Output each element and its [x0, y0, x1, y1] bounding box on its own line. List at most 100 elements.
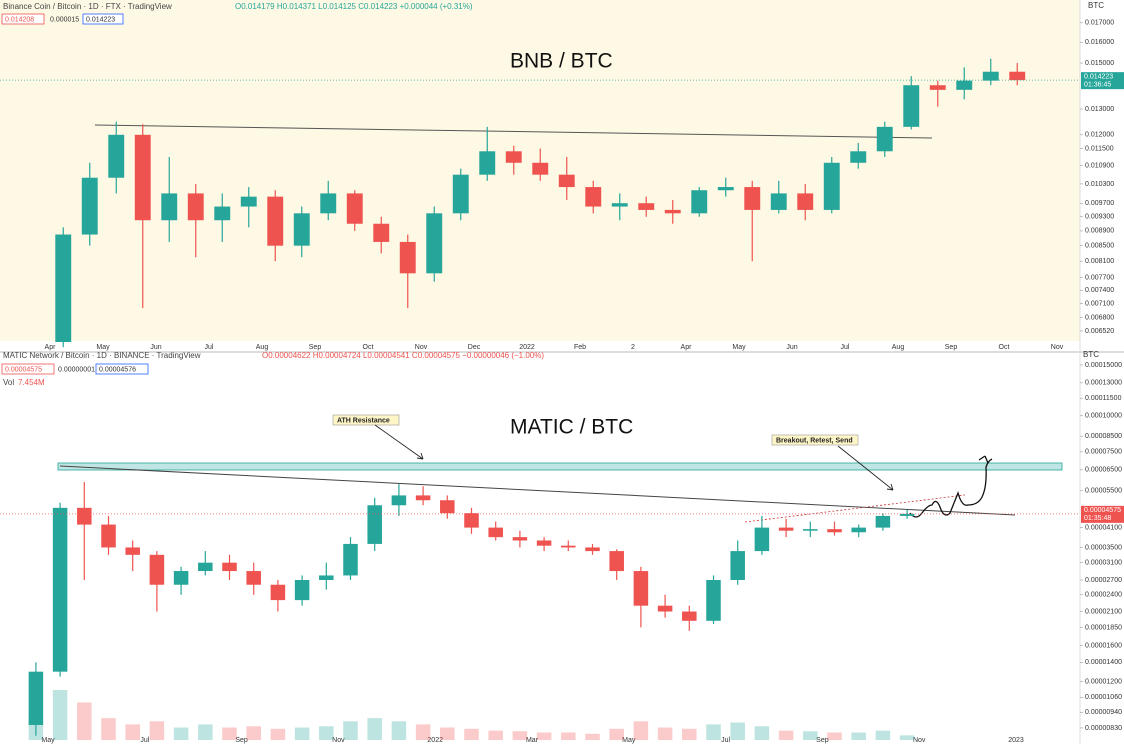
top-price-axis-bg	[1080, 0, 1124, 352]
bottom-header: MATIC Network / Bitcoin · 1D · BINANCE ·…	[3, 351, 201, 360]
candle-body	[479, 151, 496, 175]
arrow-head	[886, 483, 894, 491]
x-tick-label: 2022	[427, 737, 443, 744]
y-tick-label: 0.008900	[1085, 228, 1114, 235]
candle-body	[956, 80, 973, 90]
x-tick-label: Sep	[235, 737, 248, 744]
candle-body	[391, 495, 407, 506]
top-header: Binance Coin / Bitcoin · 1D · FTX · Trad…	[3, 2, 172, 11]
candle-body	[214, 206, 231, 221]
annotation: Breakout, Retest, Send	[776, 437, 853, 444]
candle-body	[134, 134, 151, 221]
arrow-head	[978, 455, 989, 464]
x-tick-label: Feb	[574, 344, 586, 351]
x-tick-label: Sep	[816, 737, 829, 744]
candle-body	[770, 193, 787, 210]
y-tick-label: 0.00007500	[1085, 449, 1122, 456]
candle-body	[426, 213, 443, 274]
y-tick-label: 0.00001600	[1085, 642, 1122, 649]
y-tick-label: 0.011500	[1085, 145, 1114, 152]
candle-body	[754, 527, 770, 552]
candle-body	[609, 551, 624, 572]
x-tick-label: Jul	[841, 344, 850, 351]
candle-body	[319, 575, 334, 581]
volume-bar	[294, 727, 310, 740]
annotation-box	[771, 434, 859, 446]
candle-body	[373, 223, 390, 242]
x-tick-label: Nov	[913, 737, 926, 744]
y-tick-label: 0.00002400	[1085, 592, 1122, 599]
candle-body	[488, 527, 503, 538]
volume-bar	[609, 728, 624, 740]
candle-body	[440, 500, 455, 514]
volume-bar	[657, 727, 673, 740]
y-tick-label: 0.013000	[1085, 106, 1114, 113]
legend-box	[95, 363, 149, 375]
candle-body	[536, 540, 552, 546]
y-tick-label: 0.00001060	[1085, 694, 1122, 701]
y-tick-label: 0.012000	[1085, 132, 1114, 139]
arrow-head	[416, 452, 424, 460]
candle-body	[267, 196, 284, 246]
y-tick-label: 0.009700	[1085, 200, 1114, 207]
volume-bar	[319, 726, 334, 740]
candle-body	[367, 505, 382, 544]
volume-bar	[270, 728, 286, 740]
candle-body	[850, 151, 867, 163]
candle-body	[657, 605, 673, 612]
y-tick-label: 0.00003100	[1085, 560, 1122, 567]
bottom-ohlc: O0.00004622 H0.00004724 L0.00004541 C0.0…	[262, 351, 544, 360]
x-tick-label: Nov	[332, 737, 345, 744]
chart-title: MATIC / BTC	[510, 416, 633, 439]
y-tick-label: 0.007400	[1085, 287, 1114, 294]
volume-bar	[173, 727, 189, 740]
candle-body	[903, 85, 920, 127]
candle-body	[982, 71, 999, 81]
x-tick-label: Sep	[309, 344, 322, 351]
candle-body	[585, 187, 602, 207]
y-tick-label: 0.00000940	[1085, 709, 1122, 716]
candle-body	[415, 495, 431, 501]
volume-bar	[730, 722, 745, 740]
candle-body	[929, 85, 946, 90]
volume-bar	[343, 721, 358, 740]
y-tick-label: 0.007100	[1085, 300, 1114, 307]
candle-body	[81, 177, 98, 235]
candle-body	[294, 580, 310, 601]
volume-bar	[803, 731, 818, 740]
x-tick-label: Mar	[526, 737, 539, 744]
y-tick-label: 0.006800	[1085, 314, 1114, 321]
candle-body	[706, 580, 721, 621]
candle-body	[611, 203, 628, 207]
candle-body	[505, 151, 522, 163]
volume-bar	[464, 728, 479, 740]
x-tick-label: 2023	[1008, 737, 1024, 744]
x-tick-label: Aug	[256, 344, 269, 351]
candle-body	[851, 527, 866, 533]
candle-body	[561, 545, 576, 548]
volume-bar	[488, 730, 503, 740]
volume-bar	[77, 702, 92, 740]
candle-body	[246, 571, 261, 585]
candle-body	[222, 562, 237, 572]
volume-bar	[851, 732, 866, 740]
legend-box	[1, 13, 45, 25]
x-tick-label: Apr	[45, 344, 57, 351]
x-tick-label: 2	[631, 344, 635, 351]
y-tick-label: 0.00002100	[1085, 608, 1122, 615]
chart-title: BNB / BTC	[510, 50, 613, 73]
candle-body	[875, 515, 891, 528]
volume-bar	[222, 727, 237, 740]
candle-body	[187, 193, 204, 221]
y-tick-label: 0.009300	[1085, 214, 1114, 221]
candle-body	[638, 203, 655, 210]
volume-bar	[246, 726, 261, 740]
candle-body	[173, 571, 189, 585]
x-tick-label: Dec	[468, 344, 481, 351]
x-tick-label: Sep	[945, 344, 958, 351]
candle-body	[399, 241, 416, 274]
y-tick-label: 0.00003500	[1085, 544, 1122, 551]
annotation: ATH Resistance	[337, 417, 390, 424]
volume-value: 7.454M	[18, 378, 45, 387]
